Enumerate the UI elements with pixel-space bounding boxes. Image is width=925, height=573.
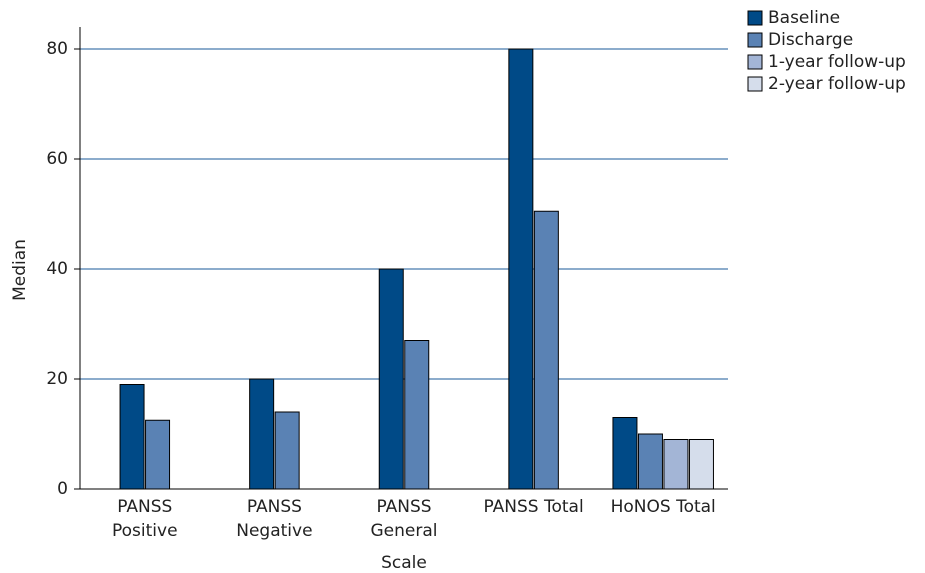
bar xyxy=(378,268,404,490)
bar xyxy=(612,417,638,490)
bar xyxy=(508,48,534,490)
x-tick-label: PANSS Negative xyxy=(236,497,312,541)
legend-swatch xyxy=(747,54,763,70)
legend-label: 2-year follow-up xyxy=(768,74,906,94)
legend-label: Baseline xyxy=(768,8,840,28)
legend-label: 1-year follow-up xyxy=(768,52,906,72)
y-tick-label: 80 xyxy=(46,39,68,59)
bar xyxy=(533,210,559,490)
legend-swatch xyxy=(747,10,763,26)
x-tick-label: PANSS Total xyxy=(483,497,583,517)
legend-label: Discharge xyxy=(768,30,853,50)
y-tick-label: 40 xyxy=(46,259,68,279)
bar xyxy=(274,411,300,490)
y-tick-label: 60 xyxy=(46,149,68,169)
legend-swatch xyxy=(747,32,763,48)
y-axis-label: Median xyxy=(10,239,30,301)
bar xyxy=(404,340,430,490)
legend-swatch xyxy=(747,76,763,92)
bar xyxy=(249,378,275,490)
x-tick-label: HoNOS Total xyxy=(611,497,716,517)
bar xyxy=(119,384,145,490)
x-axis-label: Scale xyxy=(381,553,427,573)
bar xyxy=(663,439,689,490)
bar xyxy=(145,419,171,490)
bar xyxy=(637,433,663,490)
x-tick-label: PANSS General xyxy=(371,497,438,541)
x-tick-label: PANSS Positive xyxy=(112,497,178,541)
y-tick-label: 0 xyxy=(57,479,68,499)
bar xyxy=(688,439,714,490)
y-tick-label: 20 xyxy=(46,369,68,389)
